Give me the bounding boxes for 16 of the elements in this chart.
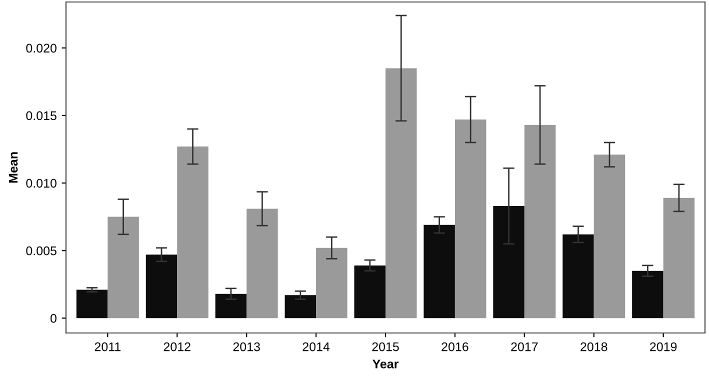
x-tick-label: 2017: [511, 342, 538, 352]
x-axis-title: Year: [372, 360, 399, 368]
x-tick-label: 2014: [302, 342, 330, 352]
y-tick-label: 0.005: [26, 246, 56, 256]
y-tick-label: 0: [50, 314, 56, 323]
y-axis-title: Mean: [8, 152, 18, 183]
x-tick-label: 2018: [580, 342, 608, 352]
y-tick-label: 0.010: [26, 178, 56, 188]
x-tick-label: 2016: [442, 342, 468, 352]
x-tick-label: 2019: [650, 342, 677, 352]
x-tick-label: 2015: [372, 342, 399, 352]
x-tick-label: 2011: [94, 342, 121, 352]
x-tick-label: 2013: [233, 342, 260, 352]
y-tick-label: 0.015: [26, 111, 56, 120]
x-tick-label: 2012: [164, 342, 190, 352]
y-tick-label: 0.020: [26, 44, 56, 53]
